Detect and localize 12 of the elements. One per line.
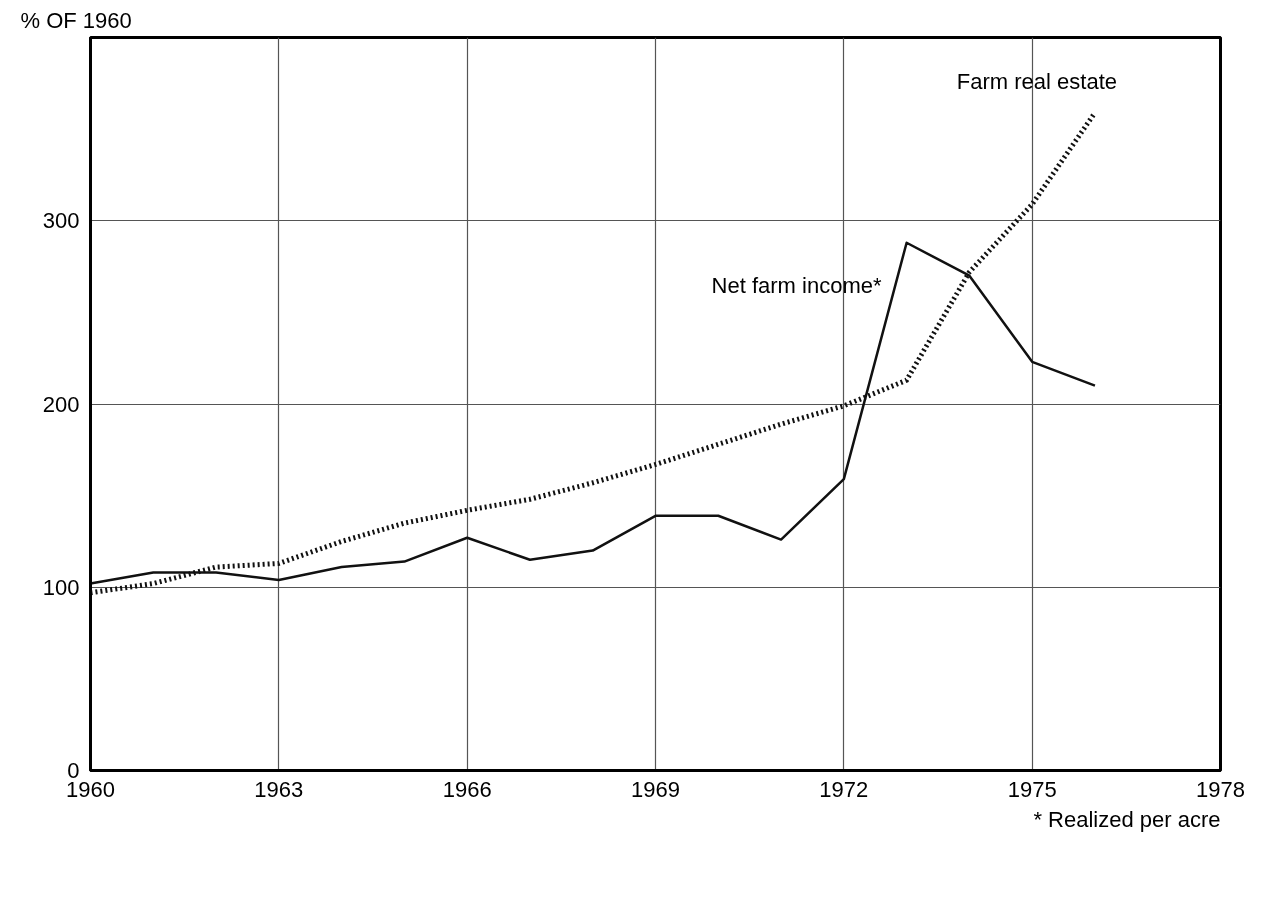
y-axis-title: % OF 1960 — [20, 7, 132, 33]
text: * Realized per acre — [1033, 806, 1221, 832]
y-tick-label: 200 — [42, 391, 80, 417]
y-tick-label: 100 — [42, 574, 80, 600]
y-tick-label: 0 — [67, 758, 80, 783]
x-tick-label: 1972 — [819, 776, 869, 802]
x-tick-label: 1969 — [631, 776, 680, 802]
x-tick-label: 1966 — [442, 776, 492, 802]
x-tick-label: 1975 — [1007, 776, 1057, 802]
y-tick-label: 300 — [42, 208, 80, 234]
x-tick-label: 1978 — [1196, 776, 1245, 802]
x-tick-label: 1963 — [254, 776, 304, 802]
